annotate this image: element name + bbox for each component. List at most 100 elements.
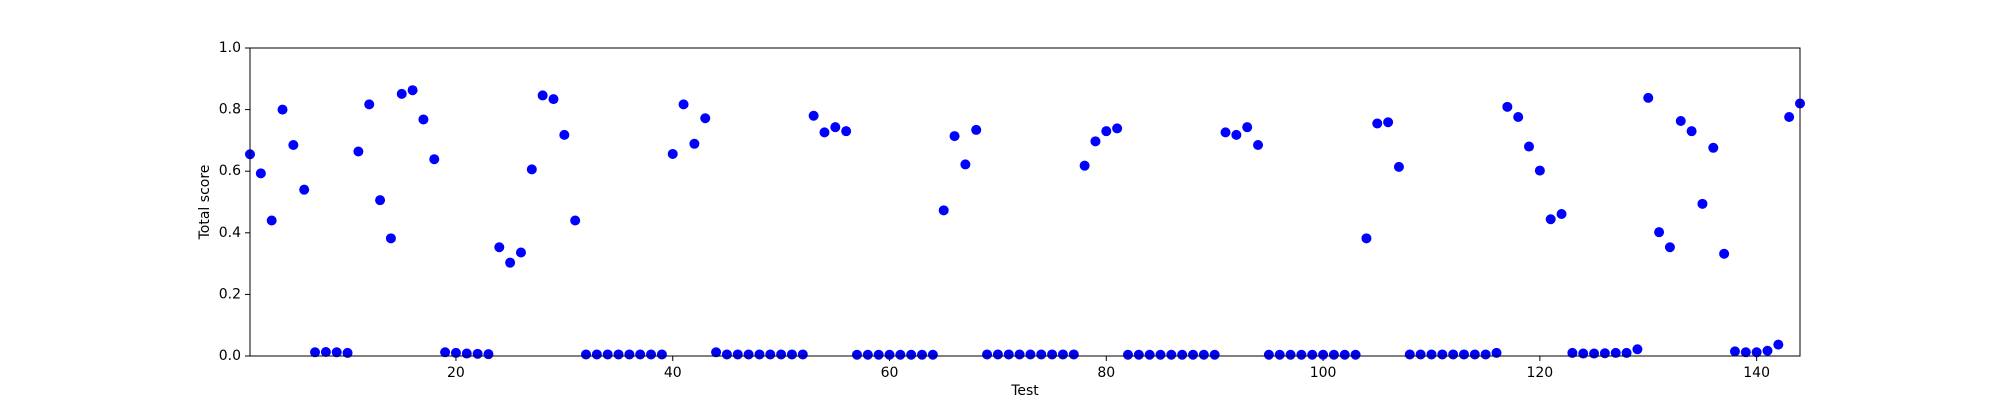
x-tick-label: 20 [447,365,465,381]
point [1437,349,1448,360]
point [1263,349,1274,360]
point [1036,349,1047,360]
point [754,349,765,360]
point [1448,349,1459,360]
point [1686,126,1697,137]
point [1675,115,1686,126]
point [602,349,613,360]
point [917,349,928,360]
point [1166,349,1177,360]
point [494,242,505,253]
point [960,159,971,170]
point [1610,347,1621,358]
point [331,347,342,358]
point [1198,349,1209,360]
point [342,347,353,358]
point [1057,349,1068,360]
point [1318,349,1329,360]
point [1014,349,1025,360]
point [1524,141,1535,152]
point [591,349,602,360]
point [299,184,310,195]
point [732,349,743,360]
point [1188,349,1199,360]
x-axis-label: Test [1010,383,1039,399]
point [1719,248,1730,259]
point [288,140,299,151]
y-tick-label: 1.0 [219,40,241,56]
point [1491,347,1502,358]
point [1708,142,1719,153]
point [1003,349,1014,360]
point [1621,347,1632,358]
point [472,348,483,359]
point [1274,349,1285,360]
point [624,349,635,360]
point [1393,161,1404,172]
point [895,349,906,360]
point [689,138,700,149]
point [613,349,624,360]
y-axis-label: Total score [197,165,213,241]
point [938,205,949,216]
point [851,349,862,360]
point [396,88,407,99]
point [884,349,895,360]
point [310,347,321,358]
point [505,257,516,268]
y-tick-label: 0.2 [219,286,241,302]
point [1155,349,1166,360]
point [483,349,494,360]
point [1177,349,1188,360]
point [1404,349,1415,360]
point [1090,136,1101,147]
point [570,215,581,226]
point [646,349,657,360]
point [906,349,917,360]
point [667,148,678,159]
point [841,126,852,137]
point [1643,92,1654,103]
point [581,349,592,360]
point [364,99,375,110]
point [1567,347,1578,358]
point [992,349,1003,360]
point [786,349,797,360]
point [776,349,787,360]
point [700,113,711,124]
point [1122,349,1133,360]
x-tick-label: 100 [1310,365,1337,381]
point [927,349,938,360]
x-tick-label: 120 [1526,365,1553,381]
point [1697,198,1708,209]
point [320,346,331,357]
point [429,154,440,165]
point [277,104,288,115]
point [808,110,819,121]
point [1350,349,1361,360]
point [407,85,418,96]
point [1231,129,1242,140]
point [1339,349,1350,360]
point [526,164,537,175]
point [1253,140,1264,151]
x-tick-label: 80 [1097,365,1115,381]
plot-frame [249,47,1801,357]
point [1426,349,1437,360]
point [353,146,364,157]
point [385,233,396,244]
point [1534,165,1545,176]
point [1654,227,1665,238]
point [266,215,277,226]
point [1762,345,1773,356]
point [1458,349,1469,360]
point [1784,111,1795,122]
point [1068,349,1079,360]
point [1285,349,1296,360]
point [721,349,732,360]
point [982,349,993,360]
point [559,129,570,140]
point [743,349,754,360]
